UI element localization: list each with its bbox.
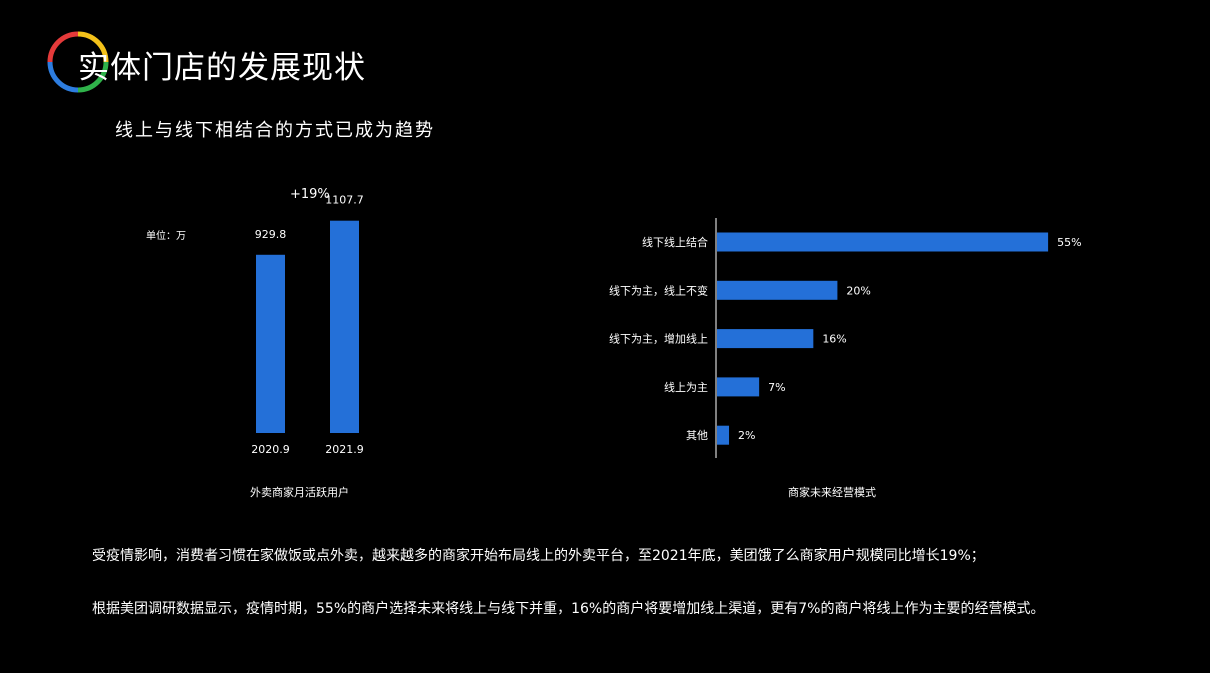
chart2-value-label: 55% [1057,236,1081,249]
chart2-value-label: 20% [846,284,870,297]
chart2-category-label: 线上为主 [664,380,708,394]
chart2-bar [717,377,760,397]
chart2-value-label: 2% [738,429,755,442]
logo-ring-icon [47,31,109,93]
chart1-category-label: 2020.9 [251,443,290,456]
chart1-value-label: 1107.7 [325,194,364,207]
chart1-category-label: 2021.9 [325,443,364,456]
page-subtitle: 线上与线下相结合的方式已成为趋势 [115,120,435,141]
chart2-bar [717,280,838,300]
chart2-title: 商家未来经营模式 [788,486,876,499]
paragraph-1: 受疫情影响，消费者习惯在家做饭或点外卖，越来越多的商家开始布局线上的外卖平台，至… [92,548,985,564]
chart1-bar [330,220,359,433]
chart2-category-label: 其他 [686,429,708,442]
chart2-value-label: 7% [768,381,785,394]
chart1-title: 外卖商家月活跃用户 [250,486,349,499]
chart2-value-label: 16% [822,333,846,346]
chart1-value-label: 929.8 [255,228,287,241]
chart2-category-label: 线下线上结合 [642,235,708,249]
chart2-category-label: 线下为主，增加线上 [609,332,708,346]
chart2-bar [717,329,814,349]
chart2-bar [717,232,1049,252]
paragraph-2: 根据美团调研数据显示，疫情时期，55%的商户选择未来将线上与线下并重，16%的商… [92,601,1045,617]
unit-label: 单位：万 [146,231,186,242]
chart2-category-label: 线下为主，线上不变 [609,283,708,297]
page-title: 实体门店的发展现状 [78,50,366,86]
growth-annotation: +19% [290,187,330,202]
chart1-bar [256,254,285,433]
chart2-bar [717,425,730,445]
